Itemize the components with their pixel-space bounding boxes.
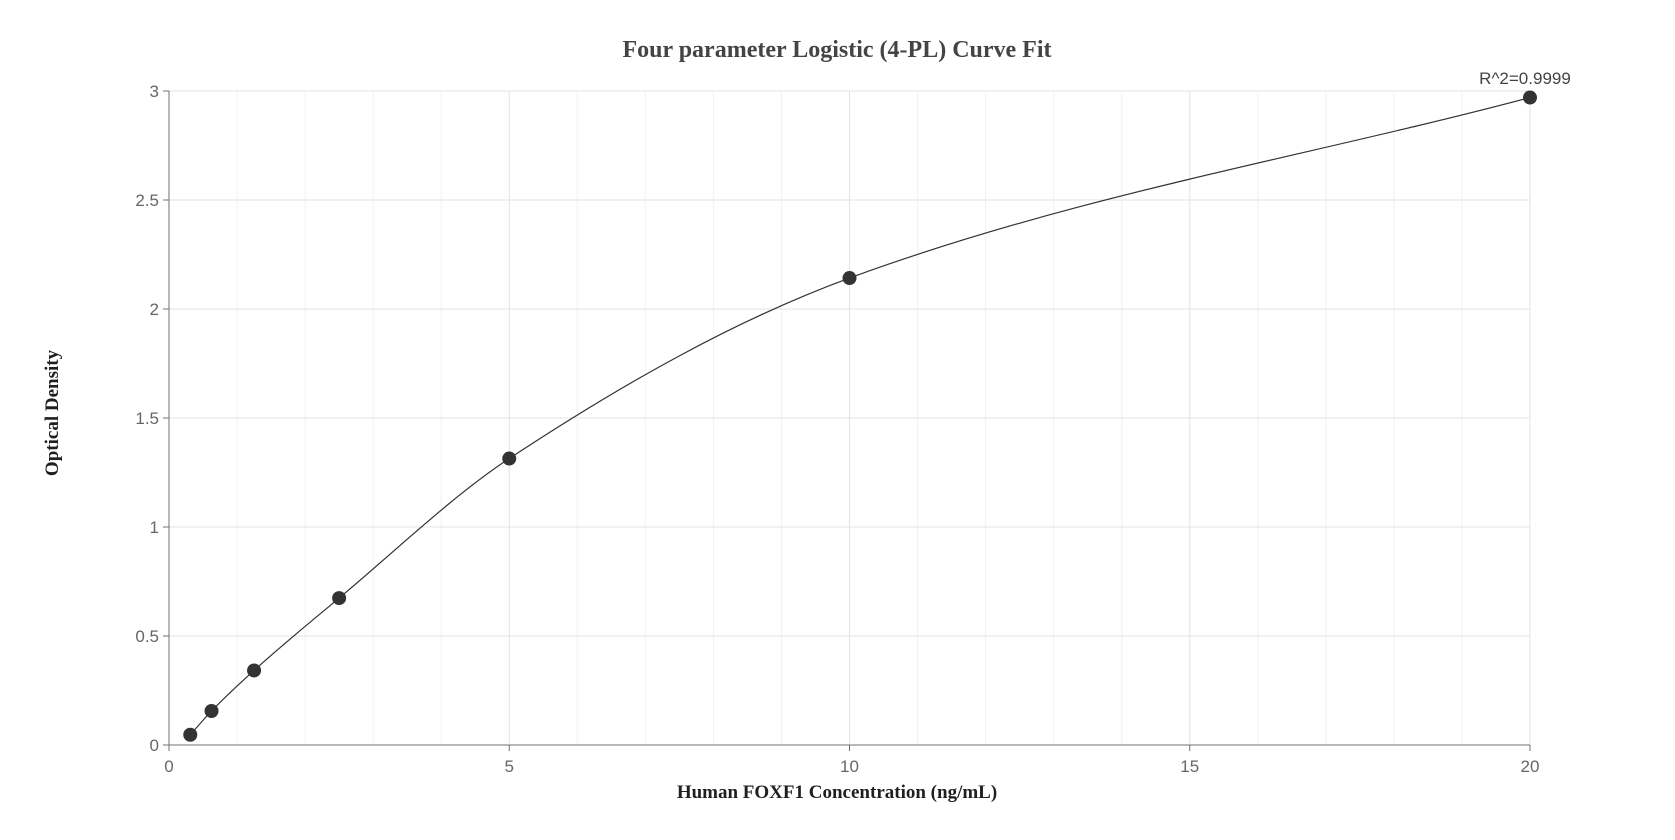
x-tick-label: 15 <box>1180 757 1199 776</box>
y-tick-label: 0.5 <box>135 627 159 646</box>
data-point <box>204 703 219 718</box>
y-tick-label: 1.5 <box>135 409 159 428</box>
y-axis-label: Optical Density <box>42 349 63 476</box>
data-point <box>183 727 198 742</box>
data-point <box>842 271 857 286</box>
y-tick-label: 1 <box>150 518 159 537</box>
data-point <box>1523 90 1537 105</box>
data-point <box>332 591 347 606</box>
y-tick-label: 3 <box>150 82 159 101</box>
x-axis-label: Human FOXF1 Concentration (ng/mL) <box>677 782 997 803</box>
data-point <box>247 663 262 678</box>
chart-title: Four parameter Logistic (4-PL) Curve Fit <box>622 37 1051 63</box>
x-tick-label: 0 <box>164 757 173 776</box>
x-tick-label: 20 <box>1521 757 1540 776</box>
axis-layer <box>163 90 1531 751</box>
y-tick-label: 0 <box>150 736 159 755</box>
data-point <box>502 451 517 466</box>
y-tick-label: 2 <box>150 300 159 319</box>
x-tick-label: 10 <box>840 757 859 776</box>
x-tick-label: 5 <box>505 757 514 776</box>
fit-curve <box>189 96 1531 736</box>
r-squared-annotation: R^2=0.9999 <box>1479 69 1571 88</box>
point-layer <box>183 90 1537 742</box>
grid-layer <box>169 90 1531 745</box>
curve-layer <box>189 96 1531 736</box>
y-tick-label: 2.5 <box>135 191 159 210</box>
label-layer: 0 0.5 1 1.5 2 2.5 3 0 5 10 15 20 <box>135 82 1539 776</box>
